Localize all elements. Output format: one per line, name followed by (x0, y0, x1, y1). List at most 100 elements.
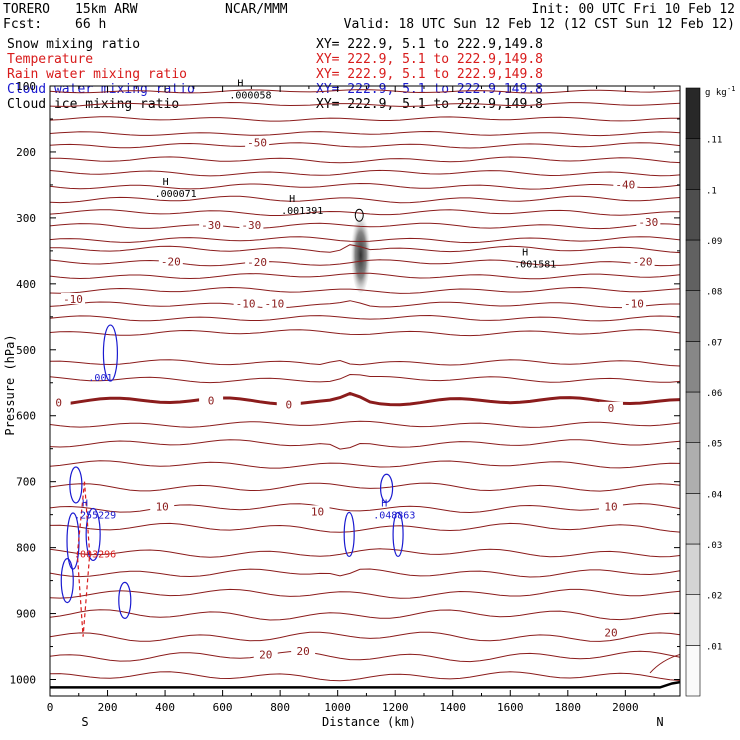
isotherm (49, 671, 681, 682)
header-init: Init: 00 UTC Fri 10 Feb 12 (532, 2, 736, 17)
colorbar-swatch (685, 442, 701, 494)
cloud-water-contour (343, 511, 355, 558)
isotherm-label: -30 (638, 216, 658, 229)
colorbar-swatch (685, 594, 701, 646)
isotherm (49, 169, 681, 177)
isotherm-label-bg (630, 255, 655, 267)
isotherm (49, 359, 681, 367)
header-valid: Valid: 18 UTC Sun 12 Feb 12 (12 CST Sun … (344, 17, 735, 32)
x-tick-label: 600 (213, 701, 233, 714)
isotherm (49, 420, 681, 428)
isotherm (49, 522, 681, 533)
isotherm (49, 650, 681, 663)
colorbar-label: .04 (706, 490, 722, 500)
field-coords: XY= 222.9, 5.1 to 222.9,149.8 (316, 97, 543, 112)
extremum-value: .001581 (514, 259, 556, 270)
extremum-value: .255229 (74, 511, 116, 522)
field-coords: XY= 222.9, 5.1 to 222.9,149.8 (316, 52, 543, 67)
isotherm (49, 329, 681, 337)
isotherm-label: -50 (247, 137, 267, 150)
y-tick-label: 700 (16, 476, 36, 489)
cloud-water-contour (392, 511, 404, 558)
colorbar-swatch (685, 543, 701, 595)
x-tick-label: 1200 (382, 701, 409, 714)
y-tick-label: 1000 (10, 674, 37, 687)
terrain-isotherm (649, 653, 681, 674)
isotherm-label-bg (613, 178, 638, 190)
colorbar-swatch (685, 341, 701, 393)
isotherm-label-bg (598, 500, 623, 512)
header-agency: NCAR/MMM (225, 2, 288, 17)
x-axis-label: Distance (km) (322, 715, 416, 729)
colorbar-swatch (685, 290, 701, 342)
isotherm-label-bg (245, 256, 270, 268)
isotherm-label-bg (233, 297, 258, 309)
isotherm-label: 20 (297, 645, 310, 658)
isotherm-label-bg (199, 394, 224, 406)
colorbar-swatch (685, 239, 701, 291)
isotherm (49, 460, 681, 469)
plot-frame (49, 85, 681, 697)
y-tick-label: 800 (16, 542, 36, 555)
header-fcst-value: 66 h (75, 17, 106, 32)
isotherm-label-bg (46, 396, 71, 408)
extremum-value: .000071 (155, 189, 197, 200)
isotherm (49, 439, 681, 450)
colorbar-label: .07 (706, 338, 722, 348)
field-name: Rain water mixing ratio (7, 67, 187, 82)
isotherm-label: 0 (285, 399, 292, 412)
x-end-label-left: S (81, 715, 88, 729)
isotherm (49, 156, 681, 164)
isotherm-label-bg (245, 136, 270, 148)
cloud-water-contour (69, 466, 83, 504)
isotherm-label: 10 (604, 501, 617, 514)
x-tick-label: 800 (270, 701, 290, 714)
isotherm (49, 609, 681, 621)
isotherm-label: 10 (311, 505, 324, 518)
extremum-value: .048863 (373, 511, 415, 522)
isotherm-label: -10 (63, 293, 83, 306)
isotherm (49, 236, 681, 244)
extremum-symbol: H (163, 177, 169, 188)
colorbar-label: .02 (706, 592, 722, 602)
y-tick-label: 900 (16, 608, 36, 621)
plot-area: -50 -40 -30 -30 -30 -20 -20 -20 -10 -10 -10 -10 0 0 0 0… (10, 79, 681, 714)
extremum-value: .001 (88, 373, 112, 384)
extremum-value: .001391 (281, 206, 323, 217)
colorbar-label: .05 (706, 440, 722, 450)
isotherm (49, 116, 680, 122)
extremum-symbol: H (237, 79, 243, 90)
isotherm-label-bg (199, 219, 224, 231)
isotherm (49, 222, 681, 230)
isotherm (49, 259, 681, 267)
extremum-symbol: H (289, 194, 295, 205)
isotherm-zero (49, 391, 681, 407)
colorbar-units-exponent: -1 (727, 85, 735, 93)
y-axis-label: Pressure (hPa) (3, 334, 17, 435)
colorbar-label: .11 (706, 136, 722, 146)
extremum-symbol: H (381, 499, 387, 510)
colorbar-swatch (685, 87, 701, 139)
isotherm-label: 0 (55, 397, 62, 410)
cloud-water-contour (379, 473, 394, 503)
isotherm-label-bg (61, 293, 86, 305)
isotherm-label-bg (636, 215, 661, 227)
isotherm-label: 0 (208, 395, 215, 408)
y-tick-label: 200 (16, 146, 36, 159)
snow-contour (354, 208, 364, 222)
isotherm (49, 195, 681, 204)
isotherm-label-bg (262, 297, 287, 309)
isotherm-label-bg (305, 505, 330, 517)
y-tick-label: 400 (16, 278, 36, 291)
colorbar-swatch (685, 138, 701, 190)
colorbar-label: .03 (706, 541, 722, 551)
isotherm (49, 482, 681, 492)
isotherm-label: -30 (201, 219, 221, 232)
isotherm-label-bg (253, 648, 278, 660)
colorbar-swatch (685, 645, 701, 697)
isotherm (49, 89, 681, 94)
cloud-water-contour (102, 324, 119, 382)
isotherm (49, 286, 681, 294)
y-tick-label: 500 (16, 344, 36, 357)
isotherm-label: -10 (264, 298, 284, 311)
